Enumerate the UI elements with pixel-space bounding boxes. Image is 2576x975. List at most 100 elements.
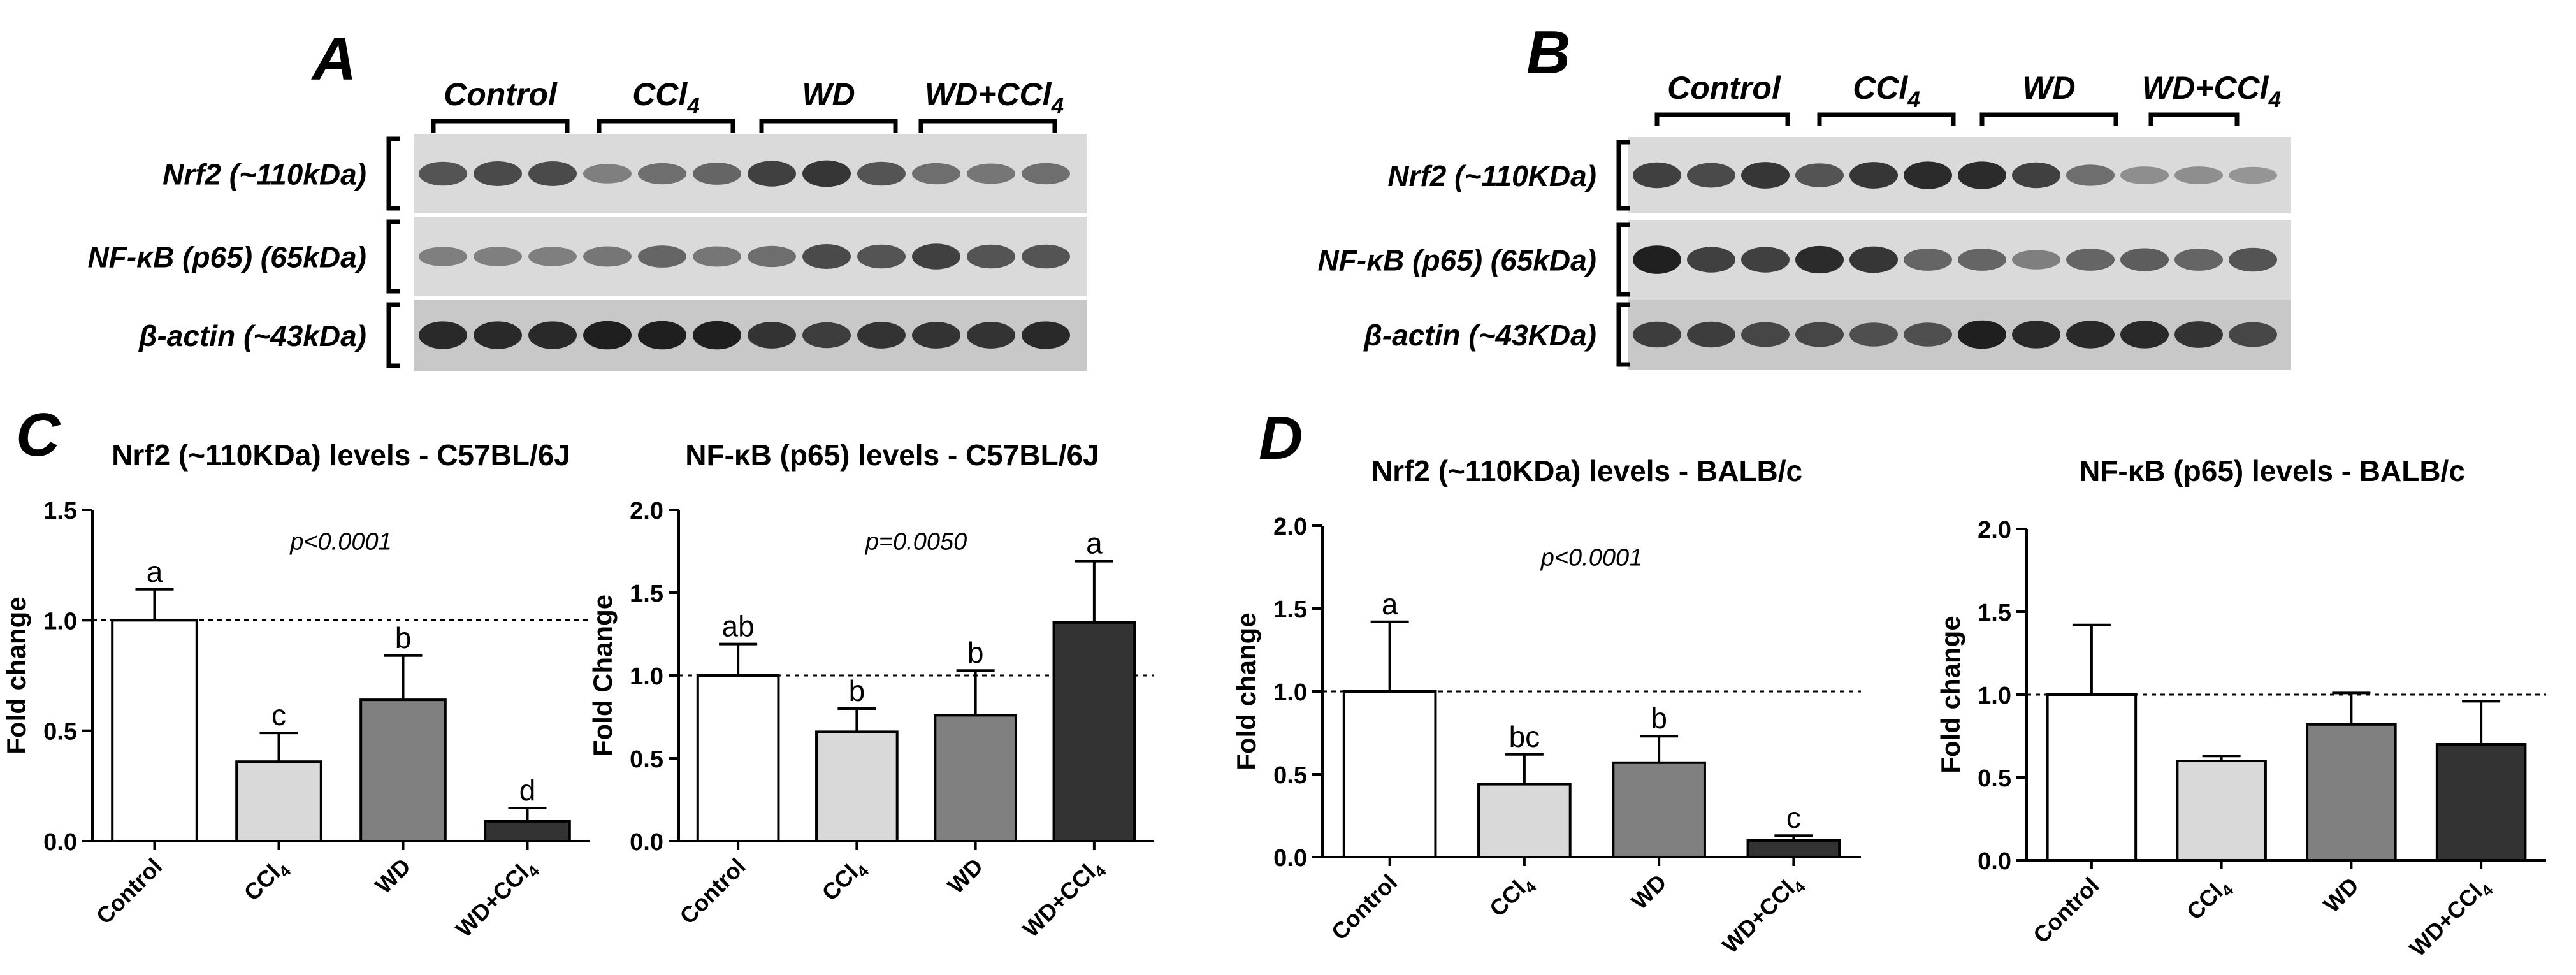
y-tick-label: 0.0 (1273, 845, 1307, 872)
y-tick-label: 1.5 (1273, 596, 1307, 623)
blot-band-label: NF-κB (p65) (65kDa) (1317, 244, 1596, 277)
y-axis-label: Fold change (1, 596, 31, 754)
blot-band (1958, 249, 2006, 271)
significance-letter: a (147, 555, 163, 588)
blot-band-label: β-actin (~43KDa) (1363, 319, 1596, 352)
bar (815, 730, 899, 843)
blot-group-label: WD+CCl4 (925, 76, 1064, 119)
x-tick-label: WD+CCl4 (1717, 869, 1809, 962)
p-value: p<0.0001 (289, 528, 392, 555)
blot-group-bracket (1654, 112, 1790, 126)
bar (1052, 621, 1136, 842)
western-blot-panel-b: B Control CCl4 WD WD+CCl4 Nrf2 (~110KDa) NF-κB… (1317, 18, 2291, 370)
blot-band (528, 247, 577, 266)
y-tick-label: 0.0 (630, 829, 663, 856)
blot-band (583, 321, 632, 350)
bar (111, 619, 198, 842)
y-axis-label: Fold change (1231, 612, 1261, 770)
panel-label-d: D (1259, 404, 1303, 472)
blot-band (2066, 249, 2115, 271)
blot-band (912, 322, 960, 349)
chart-title: NF-κB (p65) levels - BALB/c (2079, 454, 2465, 487)
blot-group-label: CCl4 (632, 76, 700, 119)
bar (1746, 839, 1841, 858)
blot-band (1795, 163, 1844, 187)
blot-band (857, 322, 906, 349)
blot-group-label: Control (444, 76, 558, 112)
x-tick-label: WD+CCl4 (2405, 872, 2497, 965)
blot-band (638, 162, 686, 185)
x-tick-label: WD (943, 853, 988, 899)
blot-band (1687, 162, 1735, 188)
blot-band (2012, 162, 2060, 189)
blot-band (1904, 249, 1952, 271)
blot-band (1795, 245, 1844, 274)
y-tick-label: 2.0 (1273, 514, 1307, 540)
blot-band (2229, 247, 2277, 272)
y-tick-label: 0.5 (1978, 765, 2011, 792)
blot-band (638, 245, 686, 268)
blot-band (1795, 322, 1844, 347)
y-tick-label: 1.5 (1978, 600, 2011, 626)
chart-title: Nrf2 (~110KDa) levels - C57BL/6J (112, 438, 570, 472)
y-tick-label: 1.0 (1978, 682, 2011, 709)
x-tick-label: CCl4 (816, 853, 872, 909)
x-tick-label: WD (1626, 869, 1671, 914)
y-axis-label: Fold Change (588, 595, 618, 756)
blot-group-bracket (597, 119, 735, 133)
significance-letter: d (519, 774, 536, 807)
blot-band (1022, 244, 1070, 269)
blot-band (1849, 246, 1898, 273)
x-tick-label: WD (370, 853, 416, 899)
blot-band (748, 322, 796, 349)
blot-band-bracket (386, 302, 400, 368)
significance-letter: ab (722, 610, 755, 643)
blot-group-bracket (918, 119, 1057, 133)
blot-band (693, 162, 741, 185)
blot-band (1633, 162, 1681, 189)
significance-letter: b (1651, 702, 1667, 735)
x-tick-label: CCl4 (2182, 872, 2238, 928)
blot-band (967, 322, 1015, 349)
blot-band (2229, 322, 2277, 347)
blot-band (474, 247, 522, 266)
blot-group-bracket (759, 119, 898, 133)
bar (696, 674, 780, 842)
blot-band (2012, 250, 2060, 270)
x-tick-label: WD+CCl4 (1018, 853, 1110, 946)
blot-band (748, 245, 796, 268)
blot-band-label: Nrf2 (~110KDa) (1387, 159, 1596, 192)
blot-band (1022, 321, 1070, 349)
blot-band-label: β-actin (~43kDa) (138, 319, 366, 352)
blot-band (1958, 320, 2006, 349)
significance-letter: b (395, 621, 412, 654)
blot-band (1633, 245, 1681, 274)
blot-band (1633, 321, 1681, 348)
blot-band (1741, 162, 1790, 189)
p-value: p<0.0001 (1540, 544, 1643, 571)
blot-band (1958, 161, 2006, 189)
bar (359, 698, 447, 842)
blot-band (2229, 166, 2277, 184)
chart-nfkb-balbc: NF-κB (p65) levels - BALB/c Fold change 0.… (1936, 454, 2546, 965)
panel-label-b: B (1526, 18, 1570, 87)
x-tick-label: Control (674, 853, 750, 929)
blot-band (1687, 321, 1735, 348)
blot-band (1904, 161, 1952, 189)
blot-group-label: CCl4 (1853, 70, 1920, 112)
x-tick-label: CCl4 (238, 853, 294, 909)
bar (1342, 690, 1437, 858)
y-axis-label: Fold change (1936, 616, 1965, 773)
blot-band (1741, 247, 1790, 273)
blot-band (583, 246, 632, 267)
y-tick-label: 1.0 (630, 663, 663, 690)
blot-band (2066, 321, 2115, 349)
blot-band-bracket (386, 136, 400, 211)
blot-band (1849, 322, 1898, 347)
blot-band-label: NF-κB (p65) (65kDa) (87, 241, 366, 274)
western-blot-panel-a: A Control CCl4 WD WD+CCl4 Nrf2 (~110kDa) NF-κB… (87, 25, 1087, 371)
blot-band-bracket (1616, 302, 1630, 367)
blot-band (1741, 322, 1790, 347)
y-tick-label: 1.0 (43, 608, 77, 635)
